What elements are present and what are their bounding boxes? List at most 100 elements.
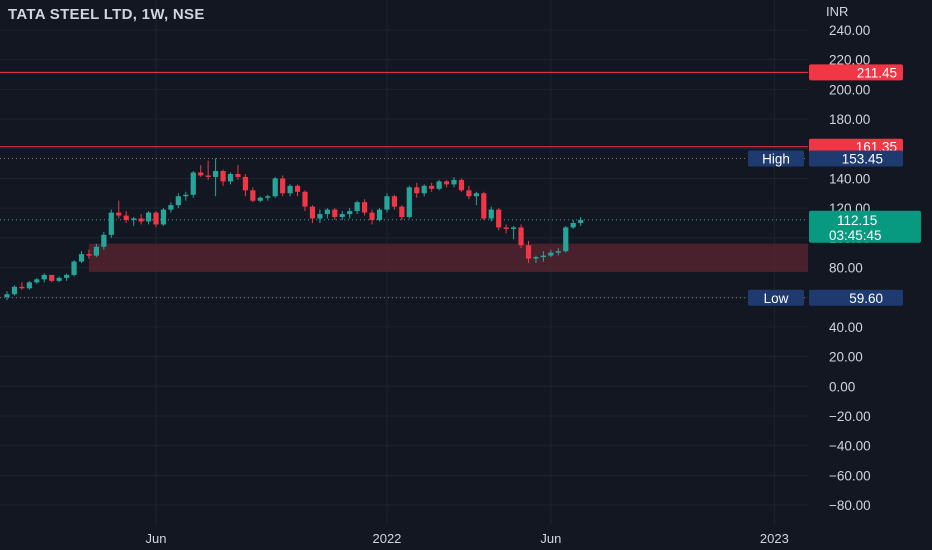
candle-body xyxy=(570,222,576,228)
candle-body xyxy=(123,215,129,220)
candle xyxy=(525,240,532,264)
candle xyxy=(71,260,77,277)
candle-body xyxy=(131,218,137,220)
candle-body xyxy=(183,194,189,197)
candle xyxy=(272,176,278,198)
line-value-tag xyxy=(809,64,903,81)
y-tick-label: −80.00 xyxy=(829,498,871,513)
candle xyxy=(496,208,502,231)
y-tick-label: 20.00 xyxy=(829,350,863,365)
candle xyxy=(280,175,286,197)
candle xyxy=(257,196,263,203)
candle-body xyxy=(71,261,77,275)
candle-body xyxy=(555,251,561,253)
candle-body xyxy=(436,181,442,189)
y-tick-label: 140.00 xyxy=(829,171,870,186)
chart-title: TATA STEEL LTD, 1W, NSE xyxy=(8,6,205,23)
candle-body xyxy=(220,171,226,182)
candle-body xyxy=(466,190,472,197)
candle xyxy=(265,194,271,201)
candle-body xyxy=(294,185,301,192)
candle-body xyxy=(362,202,368,213)
candle xyxy=(168,202,174,213)
candle xyxy=(175,193,181,209)
candle-body xyxy=(205,175,211,177)
candle-body xyxy=(414,187,420,194)
candle xyxy=(533,255,539,264)
candle xyxy=(414,182,420,198)
candle-body xyxy=(324,209,330,215)
low-tag-label: Low xyxy=(764,291,789,306)
candle-body xyxy=(235,173,241,177)
high-tag-label: High xyxy=(762,151,790,166)
candle xyxy=(183,191,189,201)
y-axis: 240.00220.00200.00180.00160.00140.00120.… xyxy=(829,23,871,513)
candle xyxy=(563,225,569,253)
candle xyxy=(429,182,435,192)
candle-body xyxy=(533,257,539,259)
high-tag xyxy=(748,150,804,167)
candle-body xyxy=(213,171,219,177)
candle xyxy=(138,214,144,225)
candles xyxy=(4,158,584,301)
candle xyxy=(555,248,561,256)
candle xyxy=(26,280,32,290)
candle-body xyxy=(309,206,316,219)
candle xyxy=(376,208,383,222)
candle-body xyxy=(578,219,584,223)
candle-body xyxy=(227,173,234,182)
candle xyxy=(421,184,427,197)
candle-body xyxy=(339,214,345,218)
candle-body xyxy=(86,254,92,256)
candle-body xyxy=(78,254,85,262)
candle xyxy=(354,200,360,215)
candle xyxy=(49,274,55,283)
candle-body xyxy=(101,234,107,247)
y-tick-label: −20.00 xyxy=(829,409,871,424)
candle xyxy=(287,184,293,197)
candle xyxy=(41,273,47,283)
candle-body xyxy=(332,209,338,218)
candle-body xyxy=(160,209,167,225)
candle-body xyxy=(563,227,569,252)
candle-body xyxy=(4,294,10,298)
x-tick-label: Jun xyxy=(540,531,561,546)
y-tick-label: 80.00 xyxy=(829,261,863,276)
candle-body xyxy=(518,227,524,246)
candle xyxy=(324,208,330,219)
candle-body xyxy=(548,252,554,256)
candle-body xyxy=(198,172,204,176)
candle-body xyxy=(250,190,256,201)
candle-body xyxy=(399,206,405,218)
candle-body xyxy=(64,274,70,278)
candle-body xyxy=(41,274,47,280)
low-value-text: 59.60 xyxy=(849,291,883,306)
candle-body xyxy=(49,274,55,281)
support-zone xyxy=(88,243,808,272)
candle xyxy=(578,217,584,226)
candle xyxy=(436,179,442,191)
candle-body xyxy=(56,277,62,281)
candle xyxy=(503,224,509,234)
candle xyxy=(116,200,122,219)
candle xyxy=(302,190,308,212)
candle-body xyxy=(265,196,271,198)
candle xyxy=(198,165,204,177)
candle-body xyxy=(421,185,427,194)
candle xyxy=(466,185,472,200)
candle-body xyxy=(145,212,152,222)
candle-body xyxy=(108,212,114,235)
candle xyxy=(518,224,524,249)
candle xyxy=(339,211,345,220)
candle xyxy=(205,160,211,180)
candle xyxy=(511,225,517,240)
y-tick-label: 0.00 xyxy=(829,379,855,394)
zone-rect xyxy=(88,243,808,272)
candle xyxy=(64,273,70,281)
candle-body xyxy=(481,193,487,219)
candle xyxy=(19,282,25,290)
candle xyxy=(131,217,137,226)
last-price-tag xyxy=(809,210,921,243)
candle xyxy=(347,208,353,219)
